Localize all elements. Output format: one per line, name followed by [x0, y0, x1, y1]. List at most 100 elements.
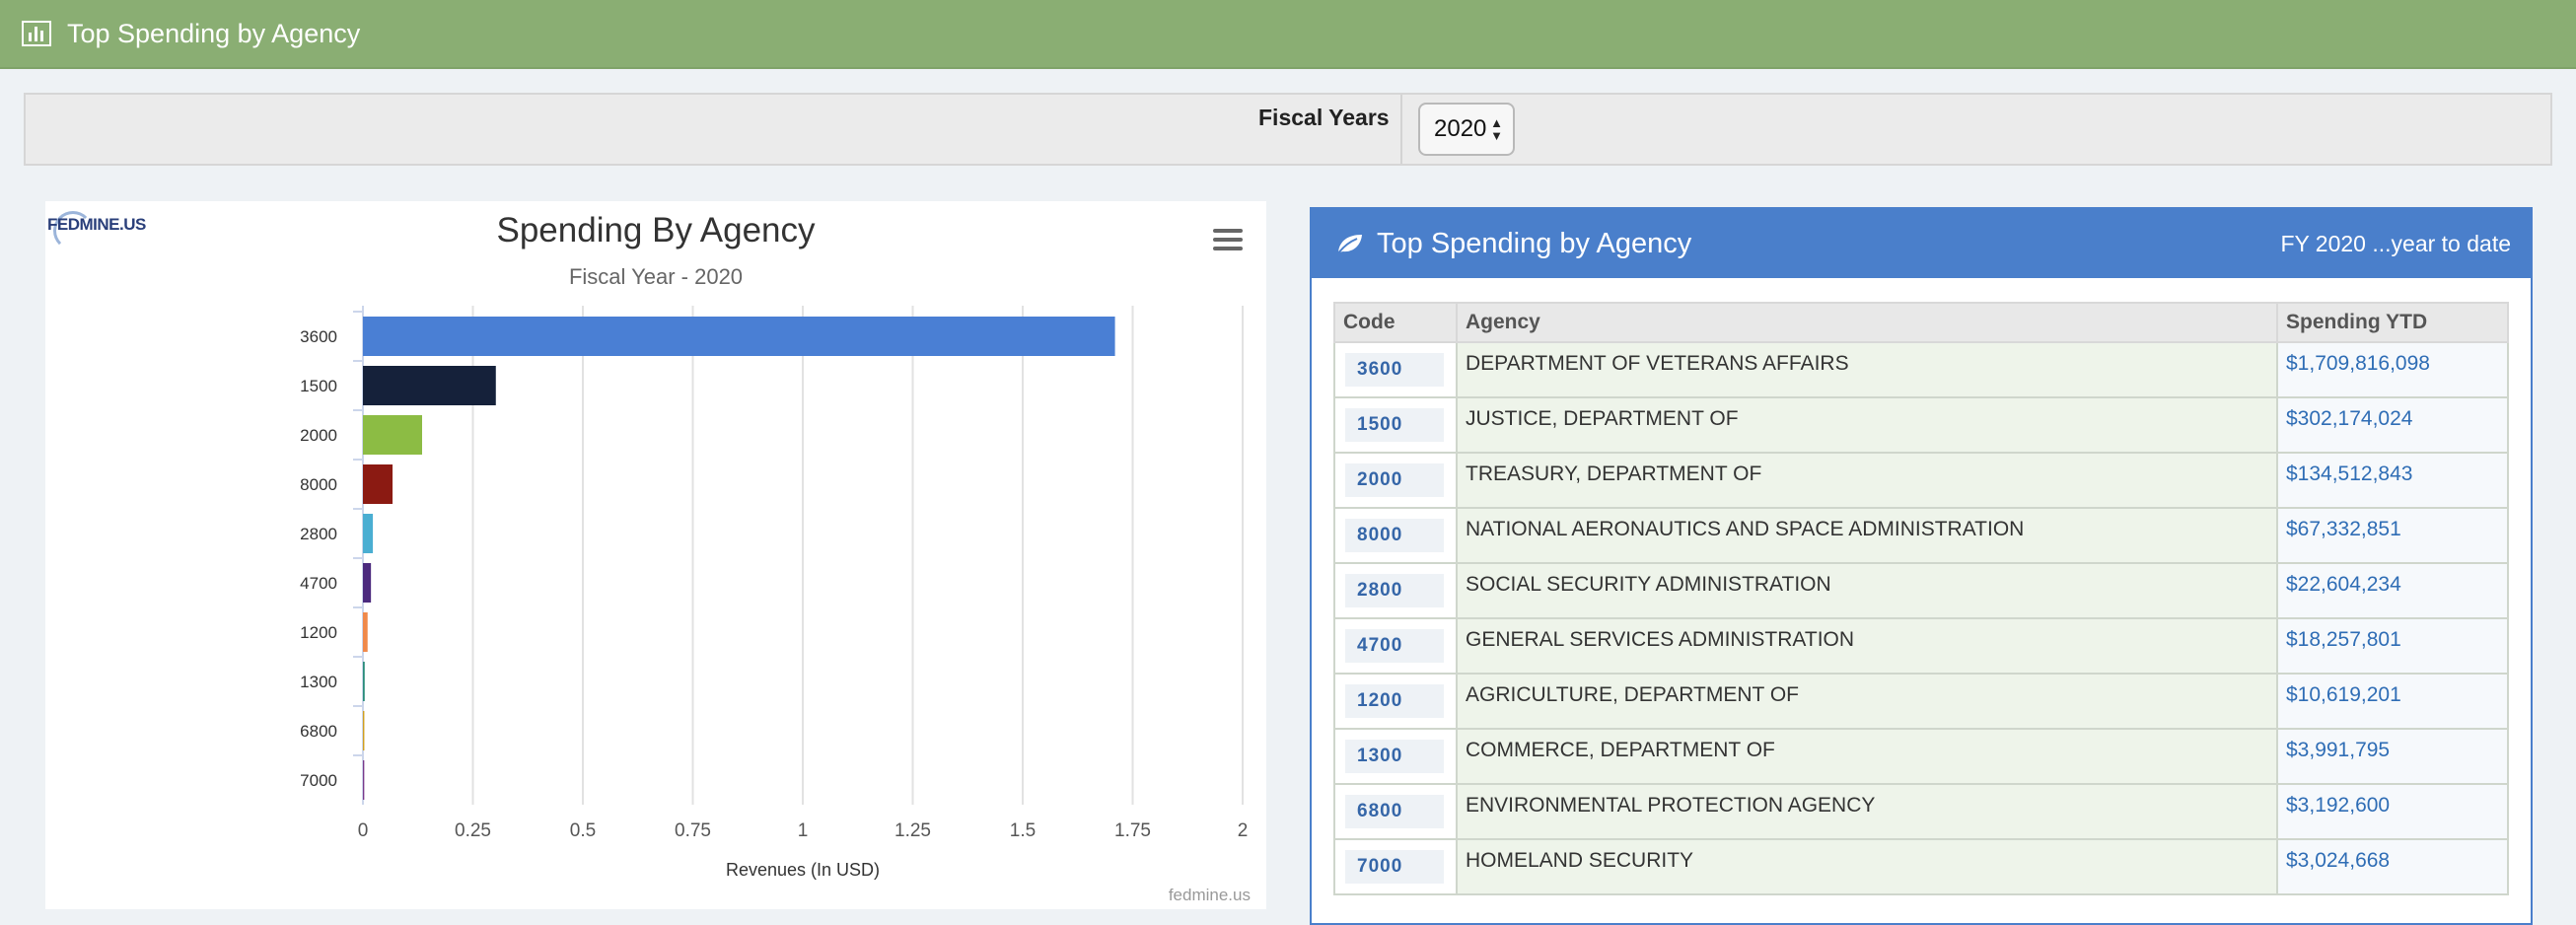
code-cell: 1200: [1333, 673, 1458, 730]
code-cell: 6800: [1333, 783, 1458, 840]
spending-table: Code Agency Spending YTD 3600 DEPARTMENT …: [1333, 302, 2509, 895]
page-header: Top Spending by Agency: [0, 0, 2576, 69]
column-header-spending[interactable]: Spending YTD: [2276, 302, 2509, 343]
x-tick-label: 0.5: [570, 820, 596, 841]
agency-code[interactable]: 8000: [1345, 519, 1444, 552]
fiscal-year-note: FY 2020 ...year to date: [2280, 230, 2511, 256]
y-category-label: 3600: [300, 327, 337, 346]
fiscal-year-value: 2020: [1434, 115, 1487, 142]
bar: [363, 711, 365, 750]
leaf-icon: [1336, 235, 1362, 255]
x-tick-label: 2: [1238, 820, 1249, 841]
agency-name: DEPARTMENT OF VETERANS AFFAIRS: [1456, 341, 2278, 398]
x-tick-label: 1.25: [894, 820, 931, 841]
table-row: 3600 DEPARTMENT OF VETERANS AFFAIRS $1,709…: [1333, 341, 2509, 398]
y-category-label: 4700: [300, 574, 337, 593]
table-row: 1300 COMMERCE, DEPARTMENT OF $3,991,795: [1333, 728, 2509, 785]
agency-name: GENERAL SERVICES ADMINISTRATION: [1456, 617, 2278, 675]
bar: [363, 415, 422, 455]
x-tick-label: 0.75: [675, 820, 711, 841]
logo-arc: [53, 211, 93, 250]
spending-amount[interactable]: $3,024,668: [2276, 838, 2509, 895]
x-tick-label: 0: [358, 820, 369, 841]
code-cell: 8000: [1333, 507, 1458, 564]
code-cell: 4700: [1333, 617, 1458, 675]
chart-title: Spending By Agency: [496, 211, 816, 249]
code-cell: 1300: [1333, 728, 1458, 785]
table-header-row: Code Agency Spending YTD: [1333, 302, 2509, 343]
bar: [363, 366, 496, 405]
y-category-label: 8000: [300, 475, 337, 494]
table-row: 8000 NATIONAL AERONAUTICS AND SPACE ADMIN…: [1333, 507, 2509, 564]
chart-panel: FEDMINE.US Spending By Agency Fiscal Yea…: [45, 201, 1266, 909]
table-row: 7000 HOMELAND SECURITY $3,024,668: [1333, 838, 2509, 895]
x-tick-label: 1: [798, 820, 809, 841]
x-tick-label: 1.75: [1114, 820, 1151, 841]
bar: [363, 563, 372, 603]
fiscal-year-select[interactable]: 2020 ▲ ▼: [1418, 103, 1515, 156]
bar: [363, 662, 365, 701]
spending-amount[interactable]: $302,174,024: [2276, 396, 2509, 454]
spending-amount[interactable]: $3,192,600: [2276, 783, 2509, 840]
table-panel-header: Top Spending by Agency FY 2020 ...year t…: [1312, 209, 2531, 278]
chart-subtitle: Fiscal Year - 2020: [568, 264, 744, 289]
bar: [363, 514, 374, 553]
agency-name: NATIONAL AERONAUTICS AND SPACE ADMINISTR…: [1456, 507, 2278, 564]
spending-amount[interactable]: $134,512,843: [2276, 452, 2509, 509]
agency-code[interactable]: 1300: [1345, 740, 1444, 773]
code-cell: 7000: [1333, 838, 1458, 895]
agency-code[interactable]: 1500: [1345, 408, 1444, 442]
logo-text: FEDMINE.US: [47, 215, 146, 234]
page-title: Top Spending by Agency: [67, 18, 361, 48]
table-row: 4700 GENERAL SERVICES ADMINISTRATION $18,2…: [1333, 617, 2509, 675]
bar: [363, 612, 368, 652]
chart-credit[interactable]: fedmine.us: [1168, 886, 1251, 904]
y-category-label: 7000: [300, 771, 337, 790]
bar-chart-icon: [22, 21, 51, 46]
fiscal-years-label: Fiscal Years: [1258, 105, 1390, 130]
x-tick-label: 0.25: [455, 820, 491, 841]
select-arrows-icon: ▲ ▼: [1490, 115, 1503, 143]
column-header-code[interactable]: Code: [1333, 302, 1458, 343]
agency-code[interactable]: 6800: [1345, 795, 1444, 828]
spending-amount[interactable]: $3,991,795: [2276, 728, 2509, 785]
agency-name: ENVIRONMENTAL PROTECTION AGENCY: [1456, 783, 2278, 840]
agency-name: HOMELAND SECURITY: [1456, 838, 2278, 895]
y-category-label: 1300: [300, 673, 337, 691]
filter-panel: Fiscal Years 2020 ▲ ▼: [24, 93, 2552, 166]
bar: [363, 760, 365, 800]
code-cell: 2800: [1333, 562, 1458, 619]
bar: [363, 464, 394, 504]
y-category-label: 2800: [300, 525, 337, 543]
agency-name: COMMERCE, DEPARTMENT OF: [1456, 728, 2278, 785]
spending-amount[interactable]: $18,257,801: [2276, 617, 2509, 675]
agency-code[interactable]: 4700: [1345, 629, 1444, 663]
code-cell: 2000: [1333, 452, 1458, 509]
y-category-label: 1200: [300, 623, 337, 642]
column-header-agency[interactable]: Agency: [1456, 302, 2278, 343]
agency-code[interactable]: 2800: [1345, 574, 1444, 607]
table-row: 6800 ENVIRONMENTAL PROTECTION AGENCY $3,19…: [1333, 783, 2509, 840]
table-row: 2000 TREASURY, DEPARTMENT OF $134,512,843: [1333, 452, 2509, 509]
table-panel-title: Top Spending by Agency: [1377, 227, 1692, 259]
spending-amount[interactable]: $22,604,234: [2276, 562, 2509, 619]
spending-amount[interactable]: $10,619,201: [2276, 673, 2509, 730]
agency-code[interactable]: 7000: [1345, 850, 1444, 884]
x-tick-label: 1.5: [1010, 820, 1036, 841]
spending-amount[interactable]: $67,332,851: [2276, 507, 2509, 564]
y-category-label: 2000: [300, 426, 337, 445]
agency-code[interactable]: 3600: [1345, 353, 1444, 387]
fedmine-logo: FEDMINE.US: [45, 211, 154, 250]
code-cell: 1500: [1333, 396, 1458, 454]
y-category-label: 1500: [300, 377, 337, 395]
spending-amount[interactable]: $1,709,816,098: [2276, 341, 2509, 398]
agency-name: JUSTICE, DEPARTMENT OF: [1456, 396, 2278, 454]
bar: [363, 317, 1115, 356]
agency-code[interactable]: 2000: [1345, 463, 1444, 497]
spending-bar-chart: 0 0.25 0.5 0.75 1 1.25 1.5 1.75 2 3600 1500 2000 800…: [300, 306, 1249, 880]
agency-code[interactable]: 1200: [1345, 684, 1444, 718]
top-spending-panel: Top Spending by Agency FY 2020 ...year t…: [1310, 207, 2533, 925]
chart-menu-icon[interactable]: [1213, 229, 1243, 252]
x-axis-title: Revenues (In USD): [726, 860, 880, 880]
table-row: 1500 JUSTICE, DEPARTMENT OF $302,174,024: [1333, 396, 2509, 454]
